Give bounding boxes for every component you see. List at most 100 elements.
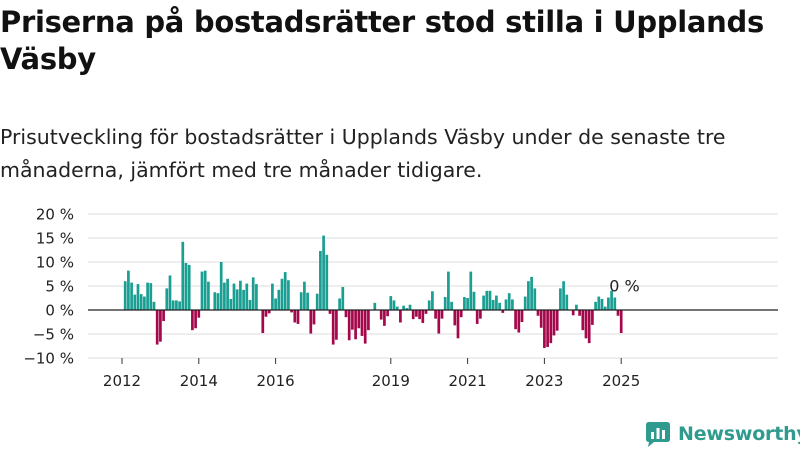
bars	[123, 235, 623, 348]
bar	[549, 310, 553, 344]
bar	[600, 298, 604, 310]
bar	[379, 310, 383, 320]
bar	[341, 286, 345, 310]
bar	[123, 281, 127, 310]
bar	[584, 310, 588, 339]
bar	[267, 310, 271, 314]
bar	[511, 299, 514, 310]
y-tick-label: 0 %	[45, 302, 74, 320]
bar	[194, 310, 197, 329]
bar	[168, 275, 172, 310]
bar	[207, 281, 210, 310]
bar	[155, 310, 159, 345]
bar	[360, 310, 364, 336]
bar	[610, 290, 613, 310]
bar	[367, 310, 370, 331]
bar	[351, 310, 354, 330]
bar	[171, 300, 175, 310]
bar	[165, 288, 169, 310]
bar	[354, 310, 357, 340]
bar	[472, 291, 476, 310]
bar	[322, 235, 325, 310]
bar	[450, 301, 453, 310]
bar	[453, 310, 457, 326]
bar	[555, 310, 559, 331]
bar	[607, 297, 610, 310]
bar	[277, 289, 281, 310]
bar	[552, 310, 556, 336]
bar	[175, 300, 178, 310]
bar	[466, 298, 469, 310]
bar	[405, 308, 409, 310]
newsworthy-logo-icon	[646, 422, 670, 447]
bar	[293, 310, 297, 323]
bar	[264, 310, 268, 317]
bar	[559, 288, 562, 310]
bar	[280, 278, 284, 310]
bar	[232, 283, 236, 310]
bar	[146, 282, 149, 310]
bar	[392, 300, 396, 310]
bar	[530, 276, 533, 310]
bar	[447, 271, 450, 310]
bar	[274, 298, 277, 310]
bar	[459, 310, 463, 318]
bar	[482, 295, 485, 310]
y-tick-label: 20 %	[36, 206, 74, 224]
bar	[456, 310, 460, 339]
price-change-bar-chart: −10 % −5 % 0 % 5 % 10 % 15 % 20 % 2012 2014 2016…	[23, 206, 778, 390]
gridlines	[88, 213, 778, 359]
bar	[597, 296, 601, 310]
bar	[309, 310, 313, 334]
bar	[248, 299, 252, 310]
bar	[495, 295, 498, 310]
bar	[373, 302, 377, 310]
y-tick-label: 10 %	[36, 254, 74, 272]
bar	[578, 310, 581, 316]
bar	[344, 310, 348, 318]
bar	[235, 289, 239, 310]
bar	[255, 284, 258, 310]
bar	[159, 310, 162, 342]
bar	[479, 310, 482, 319]
bar	[507, 293, 511, 310]
bar	[498, 302, 501, 310]
bar	[312, 310, 316, 325]
x-tick-label: 2019	[372, 372, 410, 390]
bar	[575, 304, 578, 310]
bar	[242, 289, 245, 310]
bar	[504, 299, 508, 310]
bar	[485, 290, 489, 310]
bar	[306, 292, 309, 310]
x-tick-label: 2025	[602, 372, 640, 390]
brand-name: Newsworthy	[678, 423, 800, 445]
bar	[389, 296, 393, 310]
bar	[331, 310, 335, 345]
bar	[395, 306, 399, 310]
bar	[271, 283, 274, 310]
bar	[162, 310, 165, 322]
bar	[203, 270, 207, 310]
bar	[299, 292, 303, 310]
bar	[424, 310, 428, 314]
bar	[245, 283, 249, 310]
x-tick-label: 2012	[103, 372, 141, 390]
bar	[325, 254, 329, 310]
bar	[184, 262, 188, 310]
bar	[520, 310, 524, 322]
bar	[226, 278, 229, 310]
bar	[546, 310, 549, 347]
bar	[383, 310, 386, 326]
bar	[616, 310, 620, 316]
bar	[501, 310, 505, 313]
bar	[443, 297, 447, 310]
bar	[139, 294, 143, 310]
bar	[421, 310, 425, 323]
bar	[213, 292, 217, 310]
bar	[223, 282, 226, 310]
bar	[434, 310, 437, 319]
bar	[399, 310, 402, 323]
bar	[594, 301, 597, 310]
bar	[319, 250, 322, 310]
y-tick-label: 5 %	[45, 278, 74, 296]
